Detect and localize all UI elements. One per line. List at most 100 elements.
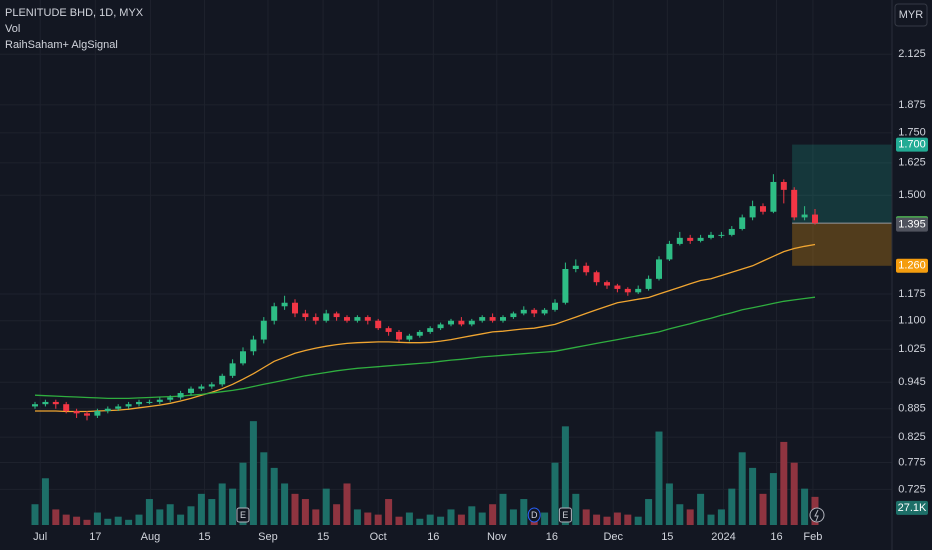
- volume-bar: [780, 441, 788, 525]
- candle-body: [73, 411, 80, 414]
- currency-button[interactable]: [894, 3, 928, 27]
- candle-body: [198, 386, 205, 389]
- currency[interactable]: MYR: [899, 9, 924, 21]
- volume-bar: [333, 504, 341, 525]
- volume-bar: [301, 499, 309, 525]
- candle-body: [281, 302, 288, 307]
- volume-bar: [353, 509, 361, 525]
- candle-body: [635, 288, 642, 293]
- volume-bar: [177, 514, 185, 525]
- volume-bar: [769, 473, 777, 525]
- candle-body: [177, 393, 184, 398]
- candle-body: [500, 317, 506, 321]
- x-tick-label: Nov: [487, 531, 507, 543]
- candle-body: [156, 399, 163, 402]
- candle-body: [479, 317, 486, 321]
- candle-body: [656, 259, 662, 279]
- candle-body: [624, 288, 631, 293]
- candle-body: [52, 401, 59, 405]
- candle-body: [697, 237, 704, 241]
- candle-body: [562, 269, 569, 303]
- x-tick-label: 15: [317, 531, 329, 543]
- volume-bar: [686, 509, 694, 525]
- x-tick-label: 17: [89, 531, 101, 543]
- volume-bar: [603, 516, 611, 525]
- candle-body: [125, 404, 132, 407]
- y-tick-label: 1.625: [898, 157, 926, 169]
- x-tick-label: 16: [770, 531, 782, 543]
- event-label: E: [240, 510, 246, 520]
- volume-bar: [738, 452, 746, 525]
- volume-bar: [62, 514, 70, 525]
- volume-bar: [645, 499, 653, 525]
- volume-bar: [364, 512, 372, 525]
- candle-body: [302, 313, 309, 318]
- volume-tag-label: 27.1K: [898, 502, 927, 514]
- volume-bar: [697, 493, 705, 525]
- volume-bar: [281, 483, 289, 525]
- candle-body: [146, 401, 153, 403]
- candle-body: [260, 320, 267, 340]
- volume-bar: [270, 467, 278, 525]
- candle-body: [791, 189, 798, 218]
- candle-body: [344, 317, 350, 321]
- volume-bar: [197, 493, 205, 525]
- icon: [809, 507, 825, 523]
- volume-bar: [634, 516, 642, 525]
- volume-bar: [655, 431, 663, 525]
- y-tick-label: 0.725: [898, 483, 926, 495]
- y-tick-label: 0.945: [898, 376, 926, 388]
- legend-entry: RaihSaham+ AlgSignal: [5, 39, 118, 51]
- y-tick-label: 0.825: [898, 431, 926, 443]
- candle-body: [219, 375, 226, 385]
- volume-bar: [145, 499, 153, 525]
- y-tick-label: 1.875: [898, 99, 926, 111]
- volume-bar: [114, 516, 122, 525]
- volume-bar: [551, 462, 559, 525]
- volume-bar: [218, 483, 226, 525]
- volume-bar: [229, 488, 237, 525]
- volume-bar: [41, 478, 49, 525]
- candle-body: [593, 272, 600, 283]
- icon: [814, 509, 819, 522]
- volume-bar: [728, 488, 736, 525]
- volume-bar: [717, 509, 725, 525]
- volume-bar: [239, 462, 247, 525]
- candle-body: [416, 331, 423, 336]
- y-tick-label: 2.125: [898, 48, 926, 60]
- candle-body: [541, 309, 548, 314]
- volume-bar: [478, 512, 486, 525]
- volume-bar: [322, 488, 330, 525]
- volume-tag: [896, 500, 928, 515]
- price-tag: [896, 217, 928, 232]
- candle-body: [323, 313, 330, 321]
- candle-body: [812, 214, 818, 224]
- candle-body: [312, 317, 319, 321]
- candle-body: [583, 265, 590, 273]
- x-tick-label: 2024: [711, 531, 735, 543]
- candle-body: [780, 181, 787, 190]
- volume-bar: [572, 493, 580, 525]
- candle-body: [396, 331, 402, 340]
- volume-bar: [437, 516, 445, 525]
- candle-body: [271, 306, 278, 321]
- volume-bar: [166, 504, 174, 525]
- legend-entry: Vol: [5, 23, 20, 35]
- target-zone: [792, 144, 892, 224]
- volume-bar: [52, 509, 60, 525]
- x-tick-label: Jul: [33, 531, 47, 543]
- x-tick-label: 15: [661, 531, 673, 543]
- candle-body: [687, 237, 694, 241]
- volume-bar: [613, 512, 621, 525]
- volume-bar: [468, 506, 476, 525]
- y-tick-label: 0.885: [898, 403, 926, 415]
- volume-bar: [509, 509, 517, 525]
- candle-body: [364, 317, 371, 321]
- volume-bar: [249, 421, 257, 525]
- candle-body: [104, 408, 111, 412]
- candle-body: [84, 413, 90, 416]
- candle-body: [708, 234, 714, 238]
- candle-body: [489, 317, 496, 321]
- volume-bar: [125, 519, 133, 525]
- volume-bar: [749, 467, 757, 525]
